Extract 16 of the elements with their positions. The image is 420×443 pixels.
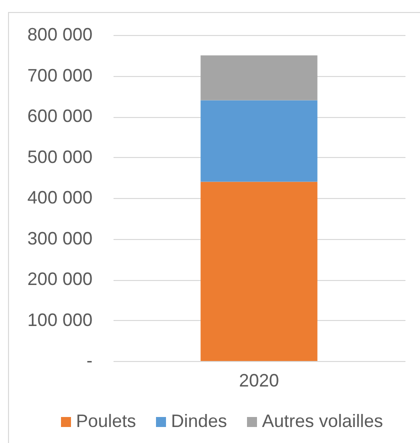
y-tick-label: 800 000 [27,24,92,44]
bar [200,100,318,182]
y-tick-label: 400 000 [27,188,92,208]
bar [200,182,318,361]
legend-label: Poulets [76,411,136,431]
legend-label: Dindes [171,411,228,431]
y-tick-label: 200 000 [27,269,92,289]
legend-label: Autres volailles [262,411,384,431]
y-tick-label: - [86,350,92,370]
y-tick-label: 700 000 [27,65,92,86]
y-tick-label: 100 000 [27,310,92,330]
y-tick-label: 500 000 [27,146,92,167]
bar [200,55,318,100]
y-tick-label: 600 000 [27,106,92,126]
x-tick-label: 2020 [238,370,280,390]
y-tick-label: 300 000 [27,228,92,248]
